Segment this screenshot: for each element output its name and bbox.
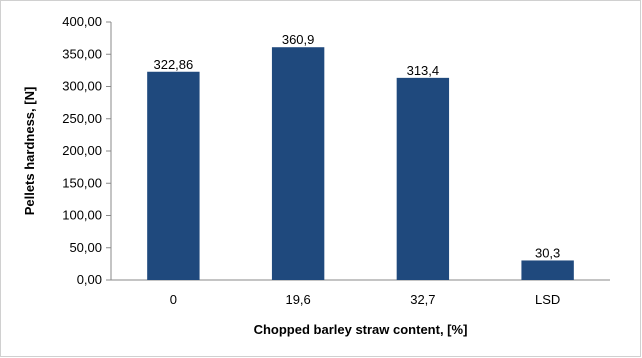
y-tick-label: 250,00	[62, 111, 102, 126]
x-axis-title: Chopped barley straw content, [%]	[254, 322, 468, 337]
bars	[147, 47, 574, 281]
x-tick-label: 0	[170, 292, 177, 307]
y-tick-label: 150,00	[62, 175, 102, 190]
y-tick-label: 0,00	[77, 272, 102, 287]
data-label: 322,86	[153, 57, 193, 72]
bar	[147, 71, 200, 280]
data-labels: 322,86 360,9 313,4 30,3	[153, 32, 560, 260]
y-tick-marks	[106, 21, 111, 281]
x-tick-label: LSD	[535, 292, 560, 307]
x-tick-label: 32,7	[410, 292, 435, 307]
x-tick-label: 19,6	[285, 292, 310, 307]
y-tick-label: 300,00	[62, 79, 102, 94]
y-axis-title: Pellets hardness, [N]	[22, 87, 37, 216]
data-label: 30,3	[535, 245, 560, 260]
bar	[271, 47, 325, 281]
y-tick-label: 350,00	[62, 46, 102, 61]
bar	[521, 260, 574, 280]
y-tick-label: 50,00	[69, 240, 102, 255]
x-tick-labels: 0 19,6 32,7 LSD	[170, 292, 561, 307]
y-tick-label: 100,00	[62, 208, 102, 223]
y-tick-label: 200,00	[62, 143, 102, 158]
data-label: 360,9	[282, 32, 315, 47]
data-label: 313,4	[407, 63, 440, 78]
y-tick-label: 400,00	[62, 14, 102, 29]
y-tick-labels: 0,00 50,00 100,00 150,00 200,00 250,00 300,00 3…	[62, 14, 102, 287]
bar	[396, 77, 450, 281]
